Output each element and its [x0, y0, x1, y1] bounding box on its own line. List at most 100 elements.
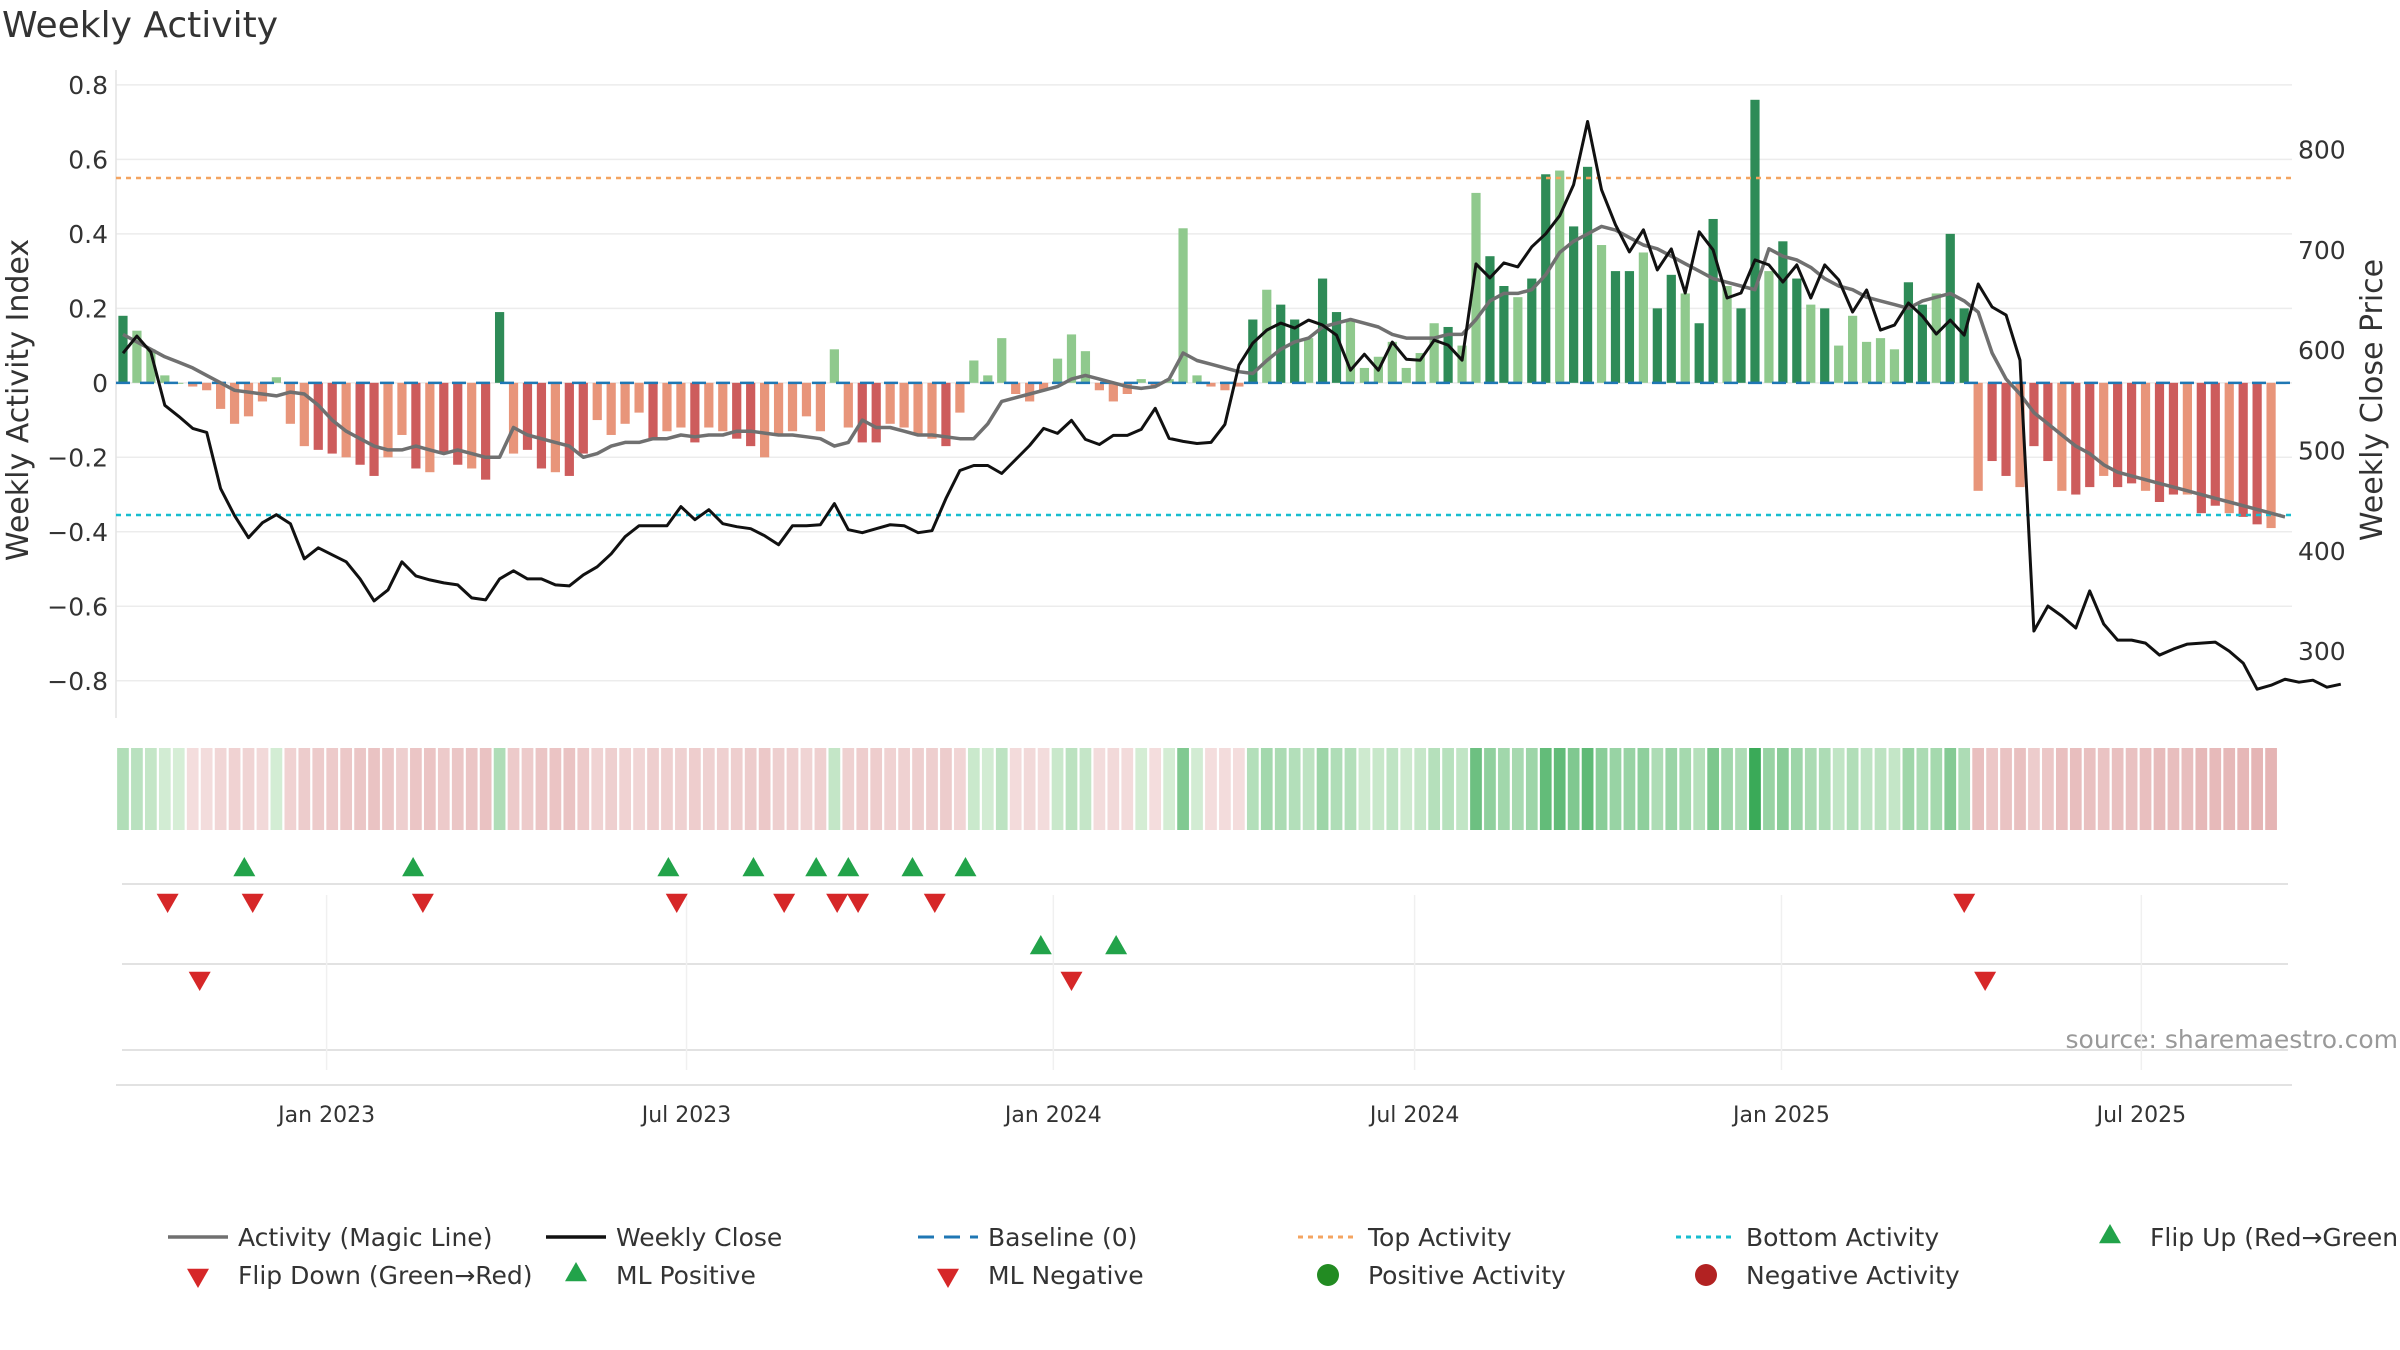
- heat-cell: [479, 748, 492, 830]
- heat-cell: [1553, 748, 1566, 830]
- flip-down-marker: [241, 893, 264, 913]
- activity-bar: [439, 382, 449, 454]
- y2-tick-label: 400: [2298, 537, 2346, 566]
- heat-cell: [1637, 748, 1650, 830]
- heat-cell: [1121, 748, 1134, 830]
- heat-cell: [396, 748, 408, 830]
- heat-cell: [856, 748, 869, 830]
- activity-bar: [1136, 379, 1146, 383]
- heat-cell: [1177, 748, 1189, 830]
- activity-bar: [550, 382, 560, 473]
- activity-bar: [1596, 245, 1607, 383]
- flip-down-marker: [826, 893, 849, 913]
- activity-bar: [257, 382, 268, 402]
- ml-negative-marker: [188, 971, 211, 991]
- legend-item: Baseline (0): [918, 1223, 1137, 1252]
- heat-cell: [647, 748, 659, 830]
- legend-label: Negative Activity: [1746, 1261, 1960, 1290]
- heat-cell: [1874, 748, 1887, 830]
- activity-bar: [1582, 166, 1593, 383]
- activity-bar: [1750, 99, 1760, 383]
- activity-bar: [578, 382, 588, 454]
- heat-cell: [800, 748, 813, 830]
- activity-bar: [202, 382, 212, 391]
- heat-cell: [1679, 748, 1692, 830]
- activity-bar: [1345, 319, 1356, 383]
- activity-bar: [1624, 271, 1635, 383]
- heat-cell: [1707, 748, 1719, 830]
- activity-bar: [2154, 382, 2165, 502]
- heat-cell: [1804, 748, 1817, 830]
- activity-bar: [732, 382, 742, 439]
- activity-bar: [1638, 252, 1648, 383]
- legend-swatch: [937, 1268, 959, 1288]
- activity-bar: [1304, 338, 1314, 383]
- activity-bar: [2001, 382, 2011, 476]
- flip-up-marker: [742, 857, 765, 877]
- heat-cell: [744, 748, 757, 830]
- heat-cell: [1665, 748, 1678, 830]
- activity-bars: [118, 99, 2276, 529]
- activity-bar: [1722, 286, 1732, 383]
- chart-title: Weekly Activity: [2, 5, 278, 46]
- activity-bar: [1889, 349, 1900, 383]
- activity-bar: [718, 382, 728, 432]
- activity-bar: [913, 382, 923, 435]
- activity-bar: [1694, 323, 1704, 383]
- y2-axis-label: Weekly Close Price: [2355, 259, 2390, 541]
- activity-bar: [1917, 304, 1927, 383]
- activity-bar: [1262, 289, 1272, 383]
- activity-bar: [927, 382, 937, 439]
- activity-bar: [1387, 341, 1397, 383]
- series-lines: [121, 120, 2342, 691]
- heat-cell: [1832, 748, 1845, 830]
- flip-up-marker: [901, 857, 924, 877]
- ml-negative-marker: [1060, 971, 1083, 991]
- heat-cell: [605, 748, 618, 830]
- activity-bar: [1331, 312, 1342, 383]
- heat-cell: [382, 748, 394, 830]
- heat-cell: [1456, 748, 1468, 830]
- y-tick-label: 0.2: [68, 294, 108, 323]
- heat-cell: [926, 748, 938, 830]
- activity-bar: [606, 382, 616, 435]
- y-axis-label: Weekly Activity Index: [1, 239, 36, 561]
- heat-cell: [967, 748, 980, 830]
- activity-heat-strip: [117, 748, 2277, 830]
- heat-cell: [814, 748, 827, 830]
- grid: [115, 70, 2292, 1086]
- activity-bar: [118, 315, 128, 383]
- activity-bar: [1011, 382, 1021, 394]
- legend-label: Top Activity: [1367, 1223, 1512, 1252]
- heat-cell: [2223, 748, 2236, 830]
- activity-bar: [1499, 286, 1509, 383]
- heat-cell: [2125, 748, 2138, 830]
- activity-bar: [885, 382, 895, 424]
- heat-cell: [1009, 748, 1022, 830]
- activity-bar: [2252, 382, 2262, 525]
- heat-cell: [1023, 748, 1036, 830]
- y-tick-label: −0.8: [47, 667, 108, 696]
- heat-cell: [1386, 748, 1399, 830]
- heat-cell: [2055, 748, 2068, 830]
- heat-cell: [284, 748, 297, 830]
- legend-item: Bottom Activity: [1676, 1223, 1939, 1252]
- heat-cell: [842, 748, 855, 830]
- heat-cell: [2265, 748, 2277, 830]
- heat-cell: [661, 748, 673, 830]
- y-tick-label: 0: [92, 369, 108, 398]
- heat-cell: [1888, 748, 1901, 830]
- heat-cell: [1358, 748, 1371, 830]
- flip-down-marker: [773, 893, 796, 913]
- heat-cell: [1260, 748, 1273, 830]
- heat-cell: [1219, 748, 1231, 830]
- heat-cell: [1205, 748, 1217, 830]
- legend: Activity (Magic Line) Weekly Close Baselin…: [168, 1223, 2400, 1290]
- activity-bar: [1401, 367, 1411, 383]
- heat-cell: [898, 748, 910, 830]
- activity-bar: [2085, 382, 2095, 488]
- flip-up-marker: [954, 857, 977, 877]
- heat-cell: [1233, 748, 1245, 830]
- activity-bar: [1052, 358, 1063, 383]
- heat-cell: [1135, 748, 1148, 830]
